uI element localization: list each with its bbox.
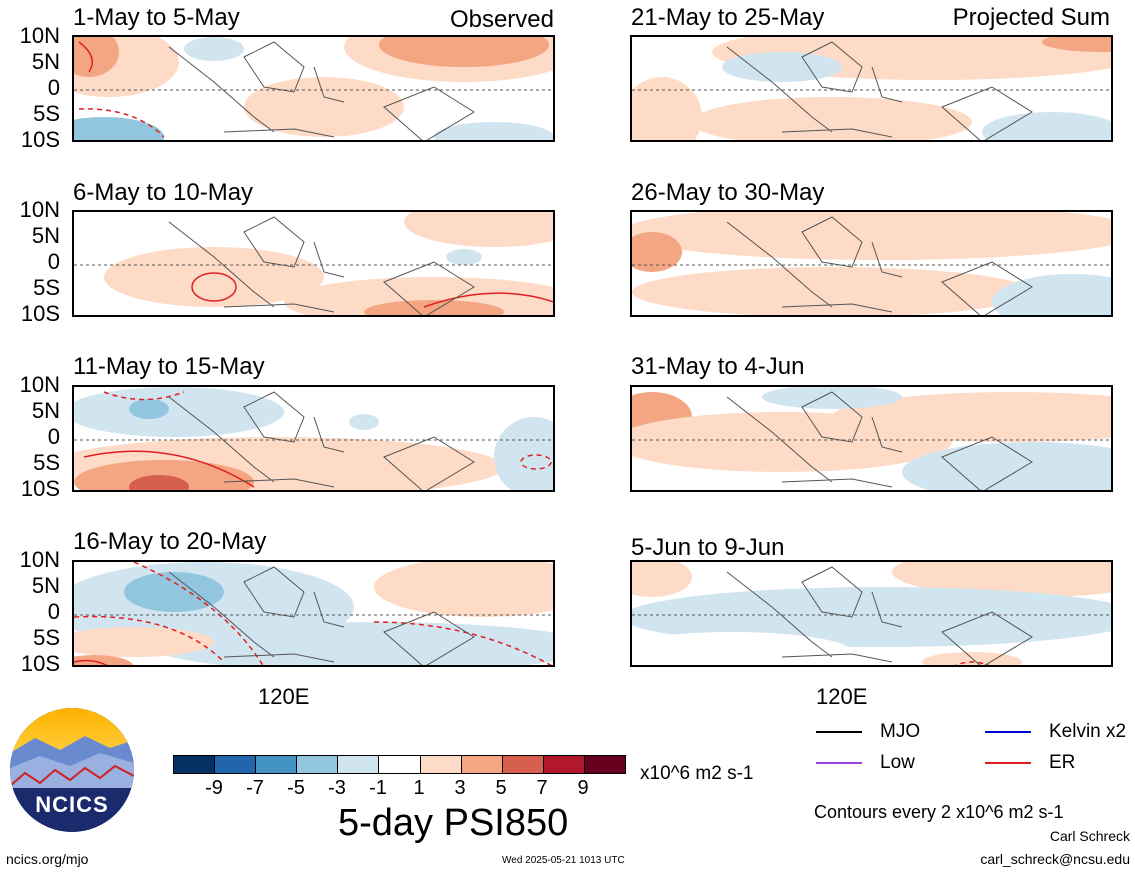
panel-title-3: 11-May to 15-May <box>73 353 265 380</box>
panel-title-4: 16-May to 20-May <box>73 528 267 555</box>
colorbar-label: -3 <box>328 777 346 799</box>
legend-label: Low <box>880 752 915 773</box>
panel-title-8: 5-Jun to 9-Jun <box>631 534 785 561</box>
lat-label: 10N <box>19 547 60 572</box>
colorbar-swatch <box>379 756 421 773</box>
lon-label-right: 120E <box>816 684 868 709</box>
observed-tag: Observed <box>449 6 554 33</box>
lat-label: 10N <box>19 372 60 397</box>
map-panel-5 <box>630 35 1113 142</box>
colorbar <box>173 755 626 774</box>
colorbar-label: 5 <box>495 777 507 799</box>
lat-label: 5N <box>31 398 60 423</box>
legend-er: ER <box>985 752 1075 774</box>
colorbar-swatch <box>338 756 380 773</box>
colorbar-label: 3 <box>454 777 466 799</box>
legend-line <box>816 731 862 733</box>
colorbar-swatch <box>543 756 585 773</box>
lat-label: 0 <box>47 249 60 274</box>
lat-label: 5S <box>33 450 60 475</box>
colorbar-label: -1 <box>369 777 387 799</box>
colorbar-swatch <box>297 756 339 773</box>
colorbar-swatch <box>174 756 216 773</box>
colorbar-unit: x10^6 m2 s-1 <box>640 763 754 784</box>
projected-tag: Projected Sum <box>952 4 1110 31</box>
colorbar-label: -9 <box>205 777 223 799</box>
lat-label: 10S <box>20 651 60 676</box>
colorbar-swatch <box>256 756 298 773</box>
lat-label: 0 <box>47 599 60 624</box>
map-panel-4 <box>72 560 555 667</box>
legend-label: Kelvin x2 <box>1049 721 1127 742</box>
panel-title-1: 1-May to 5-May <box>73 4 240 31</box>
map-panel-2 <box>72 210 555 317</box>
colorbar-label: 7 <box>536 777 548 799</box>
main-title: 5-day PSI850 <box>338 802 569 844</box>
panel-title-6: 26-May to 30-May <box>631 179 825 206</box>
colorbar-label: -7 <box>246 777 264 799</box>
panel-title-2: 6-May to 10-May <box>73 179 254 206</box>
lat-label: 5N <box>31 573 60 598</box>
map-panel-8 <box>630 560 1113 667</box>
legend-line <box>985 731 1031 733</box>
lat-label: 10S <box>20 301 60 326</box>
colorbar-swatch <box>584 756 626 773</box>
footer-url[interactable]: ncics.org/mjo <box>6 851 89 867</box>
lat-label: 0 <box>47 424 60 449</box>
lat-label: 10S <box>20 127 60 152</box>
colorbar-swatch <box>215 756 257 773</box>
panel-title-5: 21-May to 25-May <box>631 4 825 31</box>
legend-line <box>816 762 862 764</box>
lat-label: 10N <box>19 23 60 48</box>
footer-timestamp: Wed 2025-05-21 1013 UTC <box>502 855 625 866</box>
panel-title-7: 31-May to 4-Jun <box>631 353 805 380</box>
legend-line <box>985 762 1031 764</box>
legend-mjo: MJO <box>816 721 920 743</box>
lat-label: 5S <box>33 275 60 300</box>
colorbar-swatch <box>420 756 462 773</box>
legend-label: MJO <box>880 721 921 742</box>
lat-label: 5S <box>33 625 60 650</box>
legend-kelvin: Kelvin x2 <box>985 721 1126 743</box>
ncics-logo: NCICS <box>10 708 134 832</box>
map-panel-6 <box>630 210 1113 317</box>
map-panel-1 <box>72 35 555 142</box>
lat-label: 0 <box>47 75 60 100</box>
map-panel-3 <box>72 385 555 492</box>
colorbar-label: 1 <box>413 777 425 799</box>
colorbar-label: 9 <box>577 777 589 799</box>
lon-label-left: 120E <box>258 684 310 709</box>
lat-label: 5S <box>33 101 60 126</box>
lat-label: 10S <box>20 476 60 501</box>
logo-text: NCICS <box>35 792 109 817</box>
footer-author: Carl Schreck <box>1049 828 1130 844</box>
colorbar-label: -5 <box>287 777 305 799</box>
lat-label: 5N <box>31 223 60 248</box>
colorbar-swatch <box>461 756 503 773</box>
colorbar-swatch <box>502 756 544 773</box>
lat-label: 5N <box>31 49 60 74</box>
contours-note: Contours every 2 x10^6 m2 s-1 <box>814 802 1064 822</box>
legend-low: Low <box>816 752 915 774</box>
lat-label: 10N <box>19 197 60 222</box>
legend-label: ER <box>1049 752 1076 773</box>
footer-email[interactable]: carl_schreck@ncsu.edu <box>980 851 1130 867</box>
map-panel-7 <box>630 385 1113 492</box>
